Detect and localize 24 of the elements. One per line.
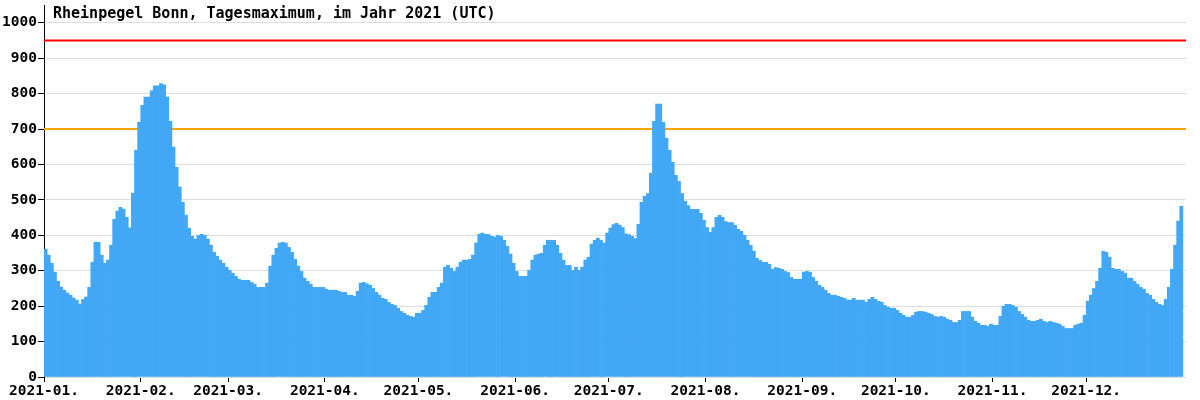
x-tick-label: 2021-04. — [289, 382, 360, 399]
y-tick-label: 0 — [28, 367, 37, 384]
x-tick-label: 2021-01. — [9, 382, 79, 399]
x-tick-label: 2021-05. — [383, 382, 454, 399]
x-tick-label: 2021-07. — [573, 382, 644, 399]
x-tick-label: 2021-06. — [480, 382, 551, 399]
x-tick-label: 2021-11. — [957, 382, 1028, 399]
y-tick-label: 900 — [10, 48, 37, 65]
x-tick-label: 2021-10. — [860, 382, 931, 399]
x-tick-label: 2021-12. — [1051, 382, 1122, 399]
y-tick-label: 700 — [10, 119, 37, 136]
x-tick-label: 2021-08. — [670, 382, 741, 399]
y-tick-label: 300 — [10, 261, 37, 278]
y-tick-label: 200 — [10, 296, 37, 313]
chart-title: Rheinpegel Bonn, Tagesmaximum, im Jahr 2021 (UTC) — [53, 4, 496, 22]
y-tick-label: 400 — [10, 226, 37, 243]
x-tick-label: 2021-02. — [105, 382, 176, 399]
y-tick-label: 1000 — [2, 13, 37, 30]
y-tick-label: 500 — [10, 190, 37, 207]
y-tick-label: 600 — [10, 155, 37, 172]
y-tick-label: 100 — [10, 332, 37, 349]
x-tick-label: 2021-03. — [193, 382, 264, 399]
y-tick-label: 800 — [10, 84, 37, 101]
x-tick-label: 2021-09. — [767, 382, 838, 399]
